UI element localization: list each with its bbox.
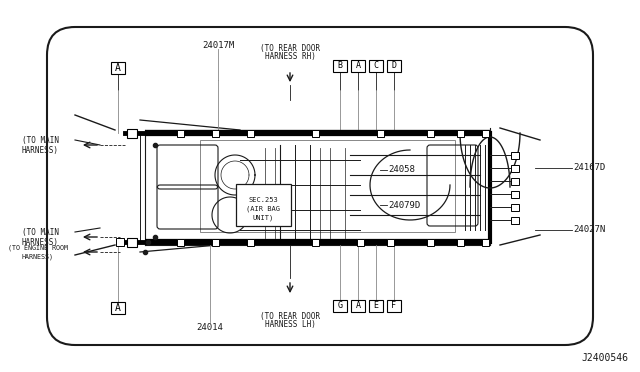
- Bar: [369, 60, 383, 72]
- Bar: [177, 238, 184, 246]
- Bar: [246, 238, 253, 246]
- Bar: [312, 129, 319, 137]
- Bar: [211, 238, 218, 246]
- Bar: [511, 190, 519, 198]
- Bar: [351, 300, 365, 312]
- Bar: [481, 238, 488, 246]
- Text: D: D: [392, 61, 397, 71]
- Text: UNIT): UNIT): [252, 215, 274, 221]
- Text: C: C: [374, 61, 378, 71]
- Bar: [511, 164, 519, 171]
- Text: 24167D: 24167D: [573, 164, 605, 173]
- Text: HARNESS): HARNESS): [22, 237, 58, 247]
- Bar: [511, 203, 519, 211]
- Bar: [127, 128, 137, 138]
- Text: HARNESS): HARNESS): [22, 145, 58, 154]
- Text: A: A: [355, 61, 360, 71]
- Text: HARNESS): HARNESS): [22, 254, 54, 260]
- Text: 24079D: 24079D: [388, 201, 420, 209]
- Text: 24027N: 24027N: [573, 225, 605, 234]
- Bar: [387, 238, 394, 246]
- Bar: [456, 129, 463, 137]
- Text: A: A: [115, 63, 121, 73]
- Text: A: A: [355, 301, 360, 311]
- Bar: [236, 184, 291, 226]
- Bar: [127, 237, 137, 247]
- Text: 24058: 24058: [388, 166, 415, 174]
- Bar: [511, 217, 519, 224]
- Bar: [481, 129, 488, 137]
- Bar: [387, 60, 401, 72]
- Bar: [246, 129, 253, 137]
- Text: SEC.253: SEC.253: [248, 197, 278, 203]
- Text: (TO MAIN: (TO MAIN: [22, 137, 58, 145]
- Bar: [351, 60, 365, 72]
- Bar: [426, 238, 433, 246]
- Bar: [200, 140, 455, 232]
- Bar: [177, 129, 184, 137]
- Text: F: F: [392, 301, 397, 311]
- Text: HARNESS LH): HARNESS LH): [264, 321, 316, 330]
- Text: (AIR BAG: (AIR BAG: [246, 206, 280, 212]
- Text: B: B: [337, 61, 342, 71]
- Text: (TO REAR DOOR: (TO REAR DOOR: [260, 44, 320, 52]
- Text: J2400546: J2400546: [581, 353, 628, 363]
- Text: (TO REAR DOOR: (TO REAR DOOR: [260, 311, 320, 321]
- Bar: [356, 238, 364, 246]
- Bar: [511, 151, 519, 158]
- Bar: [369, 300, 383, 312]
- Bar: [333, 300, 347, 312]
- Text: HARNESS RH): HARNESS RH): [264, 52, 316, 61]
- Bar: [511, 177, 519, 185]
- Text: A: A: [115, 303, 121, 313]
- Bar: [116, 238, 124, 246]
- Text: E: E: [374, 301, 378, 311]
- Text: (TO ENGINE ROOM: (TO ENGINE ROOM: [8, 245, 68, 251]
- Bar: [456, 238, 463, 246]
- Bar: [426, 129, 433, 137]
- Bar: [387, 300, 401, 312]
- Text: G: G: [337, 301, 342, 311]
- Bar: [333, 60, 347, 72]
- Text: 24014: 24014: [196, 324, 223, 333]
- Bar: [111, 62, 125, 74]
- Bar: [211, 129, 218, 137]
- Bar: [312, 238, 319, 246]
- Bar: [376, 129, 383, 137]
- Text: 24017M: 24017M: [202, 41, 234, 49]
- Bar: [111, 302, 125, 314]
- Text: (TO MAIN: (TO MAIN: [22, 228, 58, 237]
